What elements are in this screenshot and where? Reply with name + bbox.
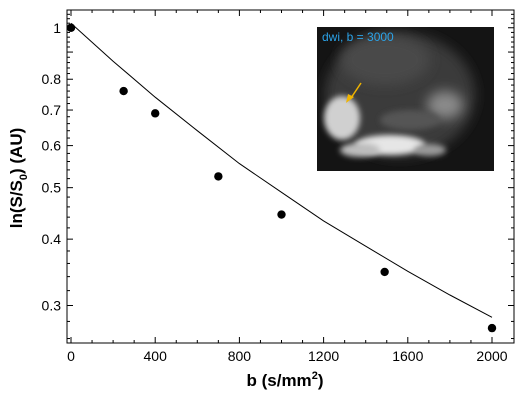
plot-frame (66, 9, 515, 344)
data-point (66, 23, 76, 32)
axis-ticks (67, 10, 514, 343)
x-tick-label: 1200 (308, 348, 339, 364)
axis-tick-labels: 0 400 800 1200 1600 2000 0.3 0.4 0.5 0.6 0.7 0.8 1 (42, 20, 508, 364)
data-point (214, 172, 223, 181)
y-tick-label: 0.7 (42, 102, 62, 118)
y-axis-title: ln(S/S0) (AU) (7, 128, 30, 229)
x-tick-label: 400 (144, 348, 168, 364)
x-axis-title: b (s/mm2) (247, 370, 324, 390)
fit-curve (70, 22, 493, 318)
y-tick-label: 0.6 (42, 138, 62, 154)
inset-image (317, 27, 494, 171)
inset-arrow-icon (346, 82, 362, 103)
x-tick-label: 800 (228, 348, 252, 364)
data-point (119, 86, 128, 96)
y-tick-label: 0.3 (42, 298, 62, 314)
data-points (66, 23, 497, 333)
data-point (380, 267, 389, 277)
y-tick-label: 0.8 (42, 71, 62, 87)
x-tick-label: 2000 (476, 348, 507, 364)
y-tick-label: 1 (53, 20, 61, 36)
x-tick-label: 0 (67, 348, 75, 364)
data-point (487, 323, 497, 333)
inset-label: dwi, b = 3000 (322, 30, 394, 44)
x-tick-label: 1600 (392, 348, 423, 364)
data-point (151, 109, 160, 118)
y-tick-label: 0.4 (42, 231, 62, 247)
data-point (277, 210, 286, 219)
y-tick-label: 0.5 (42, 180, 62, 196)
